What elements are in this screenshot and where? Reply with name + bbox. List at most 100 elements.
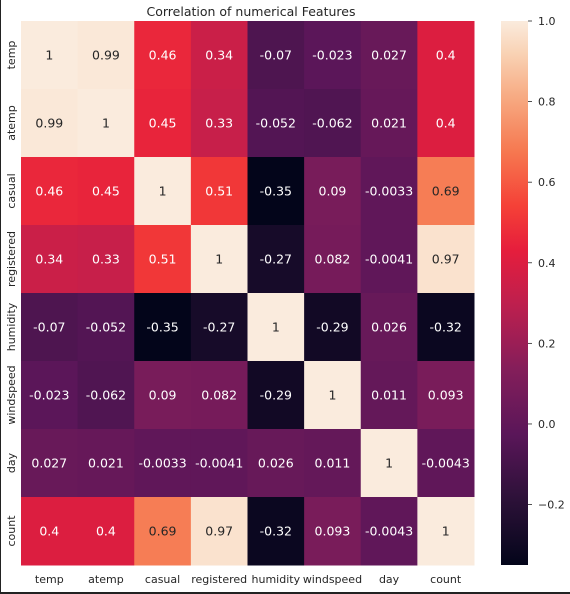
cell-value-humidity-count: -0.32 xyxy=(430,320,462,335)
heatmap-cell-casual-windspeed xyxy=(304,157,362,226)
x-tick-label-windspeed: windspeed xyxy=(303,573,362,586)
heatmap-cell-casual-registered xyxy=(190,157,248,226)
cell-value-temp-humidity: -0.07 xyxy=(260,48,292,63)
heatmap-cell-atemp-atemp xyxy=(77,89,135,158)
heatmap-cell-count-humidity xyxy=(247,497,305,566)
heatmap-cell-temp-casual xyxy=(134,21,192,90)
cell-value-temp-count: 0.4 xyxy=(436,48,456,63)
cell-value-day-windspeed: 0.011 xyxy=(315,456,351,471)
heatmap-cell-day-atemp xyxy=(77,429,135,498)
heatmap-cell-count-atemp xyxy=(77,497,135,566)
y-tick-label-humidity: humidity xyxy=(5,302,18,351)
heatmap-cell-windspeed-count xyxy=(417,361,475,430)
y-tick-label-count: count xyxy=(5,515,18,547)
cell-value-count-count: 1 xyxy=(442,524,450,539)
cell-value-windspeed-registered: 0.082 xyxy=(201,388,237,403)
cell-value-registered-registered: 1 xyxy=(215,252,223,267)
heatmap-cell-day-humidity xyxy=(247,429,305,498)
heatmap-cell-casual-day xyxy=(360,157,418,226)
cell-value-casual-day: -0.0033 xyxy=(365,184,413,199)
colorbar-tick-label: 0.6 xyxy=(538,176,556,189)
cell-value-temp-day: 0.027 xyxy=(371,48,407,63)
heatmap-cell-temp-temp xyxy=(21,21,79,90)
heatmap-cell-windspeed-day xyxy=(360,361,418,430)
heatmap-cell-count-count xyxy=(417,497,475,566)
cell-value-humidity-atemp: -0.052 xyxy=(86,320,126,335)
heatmap-cell-temp-windspeed xyxy=(304,21,362,90)
cell-value-day-casual: -0.0033 xyxy=(138,456,186,471)
cell-value-humidity-day: 0.026 xyxy=(371,320,407,335)
heatmap-cell-casual-casual xyxy=(134,157,192,226)
cell-value-registered-windspeed: 0.082 xyxy=(315,252,351,267)
heatmap-cell-count-day xyxy=(360,497,418,566)
cell-value-casual-atemp: 0.45 xyxy=(92,184,120,199)
cell-value-humidity-registered: -0.27 xyxy=(203,320,235,335)
colorbar-tick-labels: 1.0 0.8 0.6 0.4 0.2 0.0 −0.2 xyxy=(528,15,565,512)
heatmap-cell-windspeed-registered xyxy=(190,361,248,430)
heatmap-cell-registered-temp xyxy=(21,225,79,294)
cell-value-casual-temp: 0.46 xyxy=(35,184,63,199)
cell-value-registered-day: -0.0041 xyxy=(365,252,413,267)
heatmap-cell-windspeed-windspeed xyxy=(304,361,362,430)
colorbar-tick-label: −0.2 xyxy=(538,499,565,512)
cell-value-day-day: 1 xyxy=(385,456,393,471)
x-tick-label-humidity: humidity xyxy=(252,573,301,586)
cell-value-day-count: -0.0043 xyxy=(422,456,470,471)
cell-value-atemp-humidity: -0.052 xyxy=(256,116,296,131)
cell-value-casual-casual: 1 xyxy=(159,184,167,199)
cell-value-atemp-windspeed: -0.062 xyxy=(312,116,352,131)
cell-value-count-day: -0.0043 xyxy=(365,524,413,539)
y-axis-tick-labels: temp atemp casual registered humidity windspe… xyxy=(5,41,18,547)
heatmap-cell-humidity-atemp xyxy=(77,293,135,362)
cell-value-count-casual: 0.69 xyxy=(149,524,177,539)
heatmap-cell-atemp-registered xyxy=(190,89,248,158)
y-tick-label-temp: temp xyxy=(5,41,18,70)
y-tick-label-windspeed: windspeed xyxy=(5,365,18,424)
cell-value-humidity-windspeed: -0.29 xyxy=(316,320,348,335)
y-tick-label-registered: registered xyxy=(5,231,18,287)
heatmap-cell-registered-humidity xyxy=(247,225,305,294)
cell-value-temp-windspeed: -0.023 xyxy=(312,48,352,63)
heatmap-cell-temp-registered xyxy=(190,21,248,90)
cell-value-windspeed-atemp: -0.062 xyxy=(86,388,126,403)
colorbar-tick-label: 0.8 xyxy=(538,96,556,109)
x-tick-label-count: count xyxy=(430,573,462,586)
cell-value-registered-humidity: -0.27 xyxy=(260,252,292,267)
heatmap-cell-casual-count xyxy=(417,157,475,226)
y-tick-label-atemp: atemp xyxy=(5,105,18,141)
cell-value-day-registered: -0.0041 xyxy=(195,456,243,471)
y-tick-label-casual: casual xyxy=(5,173,18,208)
heatmap-cell-count-registered xyxy=(190,497,248,566)
heatmap-cell-atemp-count xyxy=(417,89,475,158)
heatmap-cell-registered-atemp xyxy=(77,225,135,294)
heatmap-cell-atemp-day xyxy=(360,89,418,158)
colorbar xyxy=(501,21,528,565)
heatmap-cell-casual-humidity xyxy=(247,157,305,226)
heatmap-cell-day-casual xyxy=(134,429,192,498)
heatmap-cell-temp-count xyxy=(417,21,475,90)
x-tick-label-registered: registered xyxy=(191,573,247,586)
cell-value-day-temp: 0.027 xyxy=(31,456,67,471)
heatmap-cells xyxy=(21,21,475,566)
cell-value-count-temp: 0.4 xyxy=(39,524,59,539)
x-tick-label-atemp: atemp xyxy=(88,573,124,586)
heatmap-cell-humidity-count xyxy=(417,293,475,362)
cell-value-humidity-casual: -0.35 xyxy=(146,320,178,335)
cell-value-temp-registered: 0.34 xyxy=(205,48,233,63)
heatmap-cell-registered-count xyxy=(417,225,475,294)
cell-value-count-humidity: -0.32 xyxy=(260,524,292,539)
cell-value-atemp-atemp: 1 xyxy=(102,116,110,131)
heatmap-cell-count-windspeed xyxy=(304,497,362,566)
figure-left-border xyxy=(0,0,1,594)
cell-value-registered-atemp: 0.33 xyxy=(92,252,120,267)
cell-value-casual-registered: 0.51 xyxy=(205,184,233,199)
heatmap-cell-atemp-temp xyxy=(21,89,79,158)
colorbar-tick-label: 0.0 xyxy=(538,418,556,431)
heatmap-cell-day-temp xyxy=(21,429,79,498)
heatmap-cell-registered-day xyxy=(360,225,418,294)
colorbar-tick-label: 1.0 xyxy=(538,15,556,28)
colorbar-tick-label: 0.4 xyxy=(538,257,556,270)
heatmap-cell-windspeed-humidity xyxy=(247,361,305,430)
heatmap-cell-labels: 1 0.99 0.46 0.34 -0.07 -0.023 0.027 0.4 0.99 1 0.4… xyxy=(29,48,470,539)
